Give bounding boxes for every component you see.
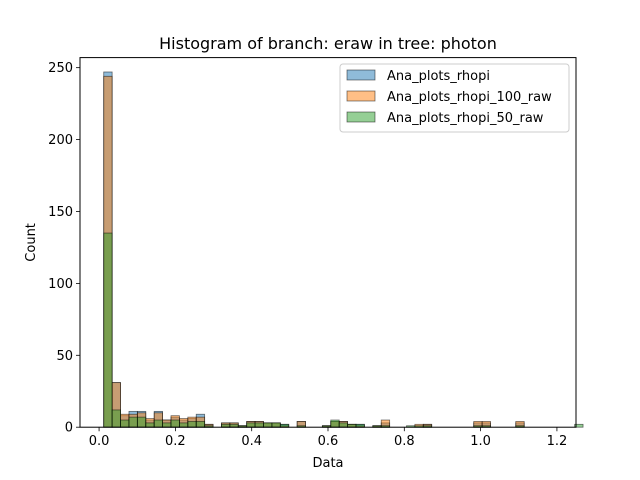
bar-3-0 — [103, 232, 113, 428]
bar-3-17 — [246, 422, 256, 428]
bar-3-18 — [254, 422, 264, 428]
legend: Ana_plots_rhopi Ana_plots_rhopi_100_raw An… — [339, 63, 570, 133]
bar-3-4 — [136, 416, 147, 428]
chart-title: Histogram of branch: eraw in tree: photo… — [159, 34, 497, 53]
x-tick-label: 1.0 — [470, 434, 491, 449]
y-tick-label: 250 — [48, 61, 73, 76]
bars-layer — [103, 71, 584, 428]
y-tick-label: 0 — [65, 421, 73, 436]
legend-label-3: Ana_plots_rhopi_50_raw — [387, 111, 544, 126]
x-tick-label: 0.2 — [165, 434, 186, 449]
bar-3-20 — [271, 422, 281, 428]
bar-3-1 — [111, 409, 121, 428]
y-tick-label: 150 — [48, 205, 73, 220]
bar-3-2 — [120, 419, 130, 428]
legend-swatch-2 — [346, 90, 376, 102]
legend-box — [339, 63, 570, 133]
bar-3-7 — [162, 422, 172, 428]
bar-3-56 — [574, 423, 584, 428]
y-axis: 0 50 100 150 200 250 — [48, 61, 80, 436]
bar-3-6 — [153, 419, 163, 428]
x-tick-label: 0.6 — [318, 434, 339, 449]
legend-label-1: Ana_plots_rhopi — [387, 69, 490, 84]
bar-3-19 — [263, 422, 273, 428]
bar-3-8 — [170, 419, 180, 428]
bar-3-11 — [195, 421, 206, 428]
legend-swatch-1 — [346, 69, 376, 81]
bar-3-3 — [128, 416, 138, 428]
x-axis-label: Data — [312, 456, 343, 471]
legend-label-2: Ana_plots_rhopi_100_raw — [387, 90, 552, 105]
bar-3-5 — [145, 422, 155, 428]
y-tick-label: 100 — [48, 277, 73, 292]
y-tick-label: 50 — [56, 349, 73, 364]
bar-3-9 — [179, 422, 189, 428]
x-tick-label: 0.4 — [241, 434, 262, 449]
x-axis: 0.0 0.2 0.4 0.6 0.8 1.0 1.2 — [89, 427, 568, 449]
bar-3-27 — [330, 419, 340, 428]
bar-3-28 — [338, 422, 348, 428]
x-tick-label: 0.0 — [89, 434, 110, 449]
y-axis-label: Count — [24, 223, 39, 262]
bar-3-10 — [187, 421, 197, 428]
y-tick-label: 200 — [48, 133, 73, 148]
x-tick-label: 0.8 — [394, 434, 415, 449]
x-tick-label: 1.2 — [547, 434, 568, 449]
legend-swatch-3 — [346, 111, 376, 123]
